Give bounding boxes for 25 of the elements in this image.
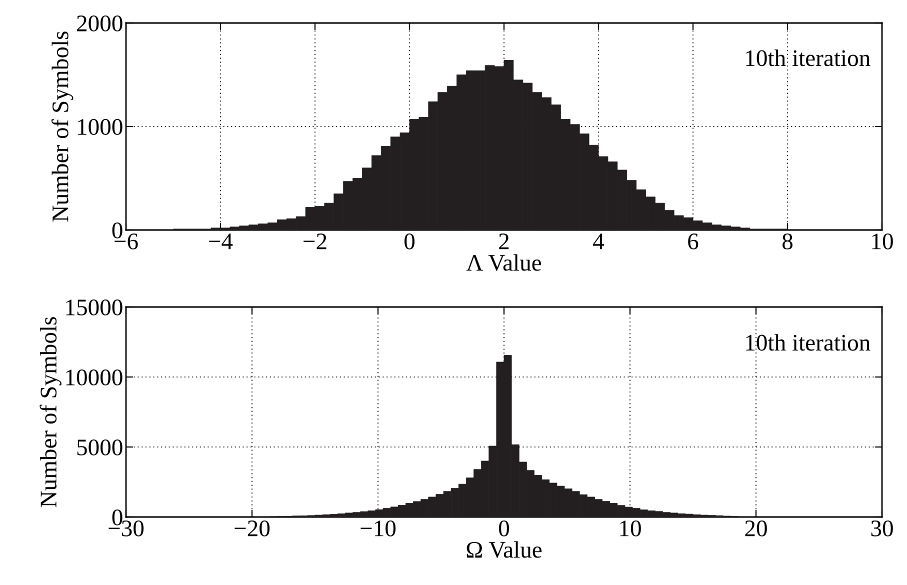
annotation: 10th iteration: [746, 50, 870, 66]
x-tick-label: 10: [620, 520, 641, 536]
annotation: 10th iteration: [746, 334, 870, 351]
x-tick-label: 4: [593, 234, 604, 250]
x-tick-label: −2: [304, 234, 326, 250]
x-tick-label: 0: [498, 520, 510, 536]
x-tick-label: 10: [872, 233, 893, 250]
x-tick-label: −10: [360, 520, 396, 536]
y-axis-title: Number of Symbols: [52, 32, 74, 222]
y-tick-label: 15000: [66, 299, 122, 316]
y-tick-label: 10000: [66, 369, 122, 386]
x-axis-title: Ω Value: [466, 541, 542, 558]
y-tick-label: 1000: [78, 118, 122, 135]
x-tick-label: −4: [209, 234, 233, 250]
x-tick-label: −20: [234, 520, 270, 536]
x-tick-label: 6: [688, 234, 698, 250]
x-tick-label: 8: [782, 233, 793, 250]
y-axis-title: Number of Symbols: [40, 317, 62, 508]
x-tick-label: 30: [871, 520, 893, 536]
x-axis-title: Λ Value: [466, 254, 542, 271]
x-tick-label: 20: [745, 520, 767, 536]
x-tick-label: 0: [404, 233, 415, 250]
y-tick-label: 2000: [77, 15, 122, 32]
x-tick-label: 2: [499, 234, 509, 250]
y-tick-label: 5000: [77, 439, 122, 456]
